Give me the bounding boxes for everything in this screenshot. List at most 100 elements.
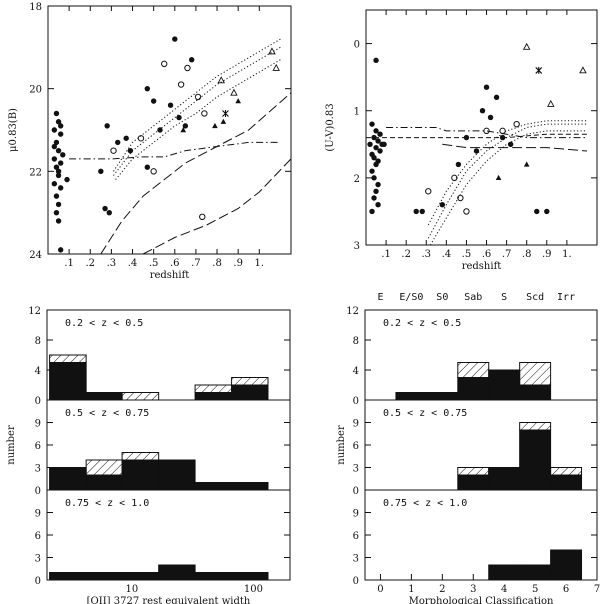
x-tick-label: .9	[233, 258, 243, 269]
data-point-filled-circle	[157, 127, 163, 133]
data-point-filled-circle	[57, 131, 64, 137]
data-point-filled-circle	[55, 218, 62, 224]
morphology-type-label: E	[377, 292, 383, 303]
data-point-open-circle	[184, 64, 191, 72]
y-tick-label: 9	[35, 509, 41, 520]
histogram-bar-hatched	[121, 392, 160, 401]
data-point-filled-circle	[373, 144, 379, 151]
y-tick-label: 24	[29, 250, 42, 261]
y-tick-label: 0	[353, 486, 359, 497]
x-tick-label: .6	[482, 249, 492, 260]
plot-frame	[365, 9, 598, 246]
redshift-range-label: 0.2 < z < 0.5	[383, 318, 461, 329]
data-point-open-triangle	[272, 63, 280, 71]
data-point-open-circle	[110, 147, 117, 154]
histogram-bar-filled	[231, 384, 269, 401]
data-point-filled-circle	[98, 168, 104, 175]
data-point-filled-circle	[51, 127, 58, 133]
data-point-filled-circle	[144, 85, 151, 92]
curves-layer	[69, 38, 291, 254]
y-tick-label: 0	[35, 396, 41, 407]
morphology-type-label: Sab	[464, 292, 482, 303]
data-point-filled-circle	[367, 141, 373, 147]
x-tick-label: 1	[408, 584, 414, 595]
data-point-filled-triangle	[212, 122, 218, 129]
data-point-star	[535, 66, 543, 74]
x-tick-label: 10	[126, 584, 139, 595]
data-point-filled-circle	[102, 205, 108, 212]
data-point-filled-circle	[483, 84, 490, 90]
data-point-filled-circle	[369, 168, 375, 174]
y-tick-label: 6	[35, 531, 41, 542]
y-tick-label: 1	[354, 107, 360, 118]
data-point-open-circle	[201, 110, 208, 117]
redshift-range-label: 0.5 < z < 0.75	[383, 408, 467, 419]
data-point-open-triangle	[230, 88, 238, 96]
plot-frame	[47, 5, 292, 255]
histogram-bar-filled	[457, 377, 490, 401]
data-point-filled-circle	[371, 155, 377, 161]
data-point-filled-circle	[369, 208, 375, 215]
y-axis-label: (U-V)0.83	[325, 103, 336, 151]
data-point-filled-circle	[55, 119, 62, 125]
data-point-open-triangle	[547, 99, 555, 107]
x-tick-label: 2	[439, 584, 445, 595]
data-point-filled-circle	[371, 195, 377, 201]
data-point-filled-circle	[55, 172, 62, 179]
y-tick-label: 0	[35, 576, 41, 587]
data-point-filled-circle	[487, 114, 494, 121]
x-tick-label: .4	[128, 258, 138, 269]
data-point-filled-circle	[371, 175, 377, 181]
histogram-bar-hatched	[194, 384, 233, 393]
y-tick-label: 9	[353, 509, 359, 520]
y-tick-label: 9	[35, 419, 41, 430]
data-point-filled-circle	[373, 161, 379, 168]
data-point-filled-circle	[375, 202, 381, 208]
y-tick-label: 4	[353, 366, 359, 377]
data-point-filled-circle	[176, 114, 182, 121]
redshift-range-label: 0.75 < z < 1.0	[383, 498, 467, 509]
histogram-bar-hatched	[121, 452, 160, 461]
y-axis-label: number	[6, 425, 17, 465]
data-point-open-circle	[457, 194, 464, 202]
histogram-bar-filled	[488, 369, 521, 401]
data-point-filled-circle	[473, 148, 480, 154]
histogram-bar-hatched	[519, 422, 552, 431]
model-curve-dotted	[113, 38, 281, 172]
y-tick-label: 3	[354, 241, 360, 252]
y-tick-label: 3	[353, 464, 359, 475]
data-point-filled-triangle	[495, 174, 502, 181]
model-curve-dotted	[429, 130, 587, 245]
model-curve-dashed	[366, 133, 587, 139]
surface-brightness-plot: .1 .2 .3 .4 .5 .6 .7 .8 .9 1. 18 20 22 24 redshift μ0.8…	[8, 2, 292, 281]
data-point-filled-triangle	[235, 98, 241, 104]
y-tick-label: 2	[354, 174, 360, 185]
data-point-filled-circle	[544, 208, 550, 215]
data-point-filled-circle	[57, 247, 64, 253]
histogram-bar-filled	[85, 392, 123, 401]
histogram-bar-filled	[85, 474, 123, 491]
data-point-filled-circle	[55, 147, 62, 154]
data-point-filled-circle	[60, 152, 66, 158]
histogram-bar-hatched	[519, 362, 552, 386]
y-axis-label: μ0.83(B)	[8, 108, 19, 152]
data-point-filled-circle	[499, 134, 506, 141]
data-point-filled-circle	[381, 141, 387, 147]
data-point-filled-circle	[507, 141, 514, 147]
x-tick-label: .4	[442, 249, 452, 260]
x-tick-label: 7	[594, 584, 600, 595]
curves-layer	[366, 120, 588, 245]
data-point-filled-circle	[167, 102, 174, 108]
data-point-filled-circle	[375, 138, 381, 144]
histogram-bar-filled	[519, 384, 552, 401]
data-point-filled-circle	[64, 176, 70, 183]
model-curve-dotted	[427, 120, 587, 226]
histogram-bar-hatched	[457, 467, 490, 476]
data-point-filled-circle	[377, 131, 383, 137]
data-point-filled-circle	[104, 123, 110, 129]
histogram-bar-filled	[550, 474, 583, 491]
x-tick-label: .7	[191, 258, 201, 269]
data-point-filled-circle	[55, 201, 62, 208]
oii-histogram-stack: 0 4 8 12 0.2 < z < 0.5 0 3 6 9 0.5 < z < 0.75 0 3 6 9…	[6, 306, 291, 604]
